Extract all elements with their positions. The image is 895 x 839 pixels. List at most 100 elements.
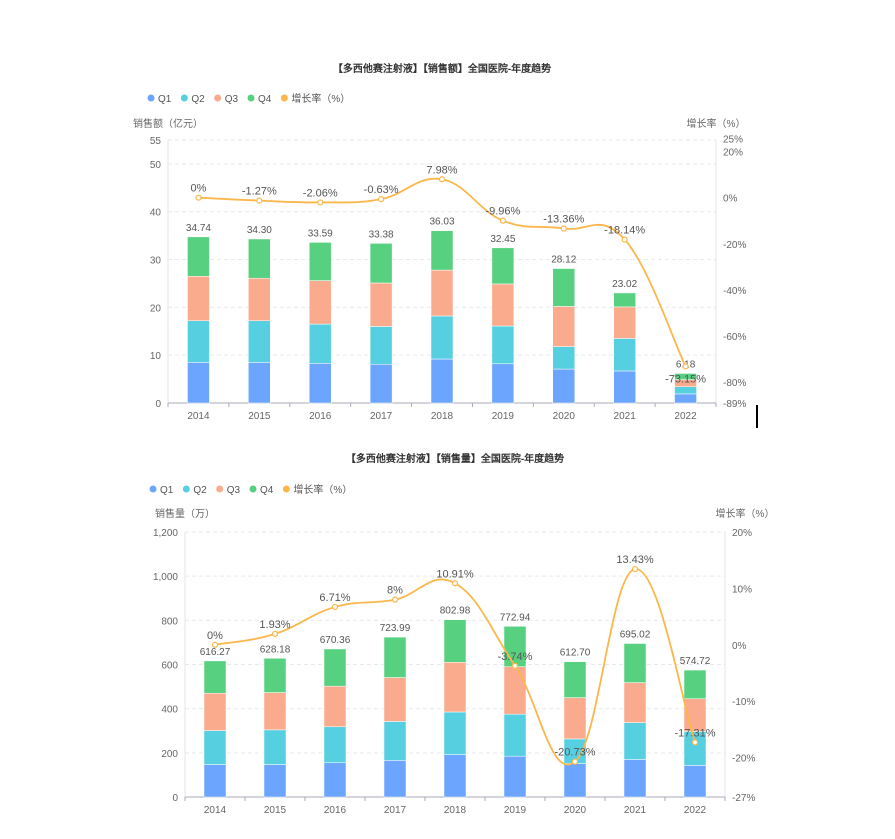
- growth-point: [211, 641, 219, 648]
- legend-item: Q1: [158, 94, 172, 105]
- growth-label: -9.96%: [485, 206, 520, 218]
- growth-point: [391, 596, 399, 603]
- bar-q2: [613, 338, 636, 372]
- growth-point: [195, 194, 202, 201]
- bar-total-label: 616.27: [200, 647, 231, 658]
- bar-q2: [323, 726, 347, 764]
- legend: Q1 Q2 Q3 Q4 增长率（%）: [149, 483, 352, 496]
- x-tick-label: 2020: [553, 411, 576, 422]
- bar-q1: [443, 754, 467, 798]
- bar-q1: [552, 368, 576, 404]
- bar-total-label: 802.98: [440, 606, 471, 617]
- bar-q1: [263, 764, 287, 798]
- y-tick-label: 400: [161, 705, 178, 716]
- legend-item: 增长率（%）: [293, 483, 352, 496]
- growth-label: 13.43%: [616, 554, 654, 566]
- bar-total-label: 28.12: [551, 255, 576, 266]
- y2-tick-label: -27%: [732, 793, 755, 804]
- bar-total-label: 574.72: [680, 656, 711, 667]
- growth-point: [511, 662, 519, 669]
- y2-tick-label: -20%: [723, 240, 746, 251]
- y-tick-label: 50: [150, 160, 162, 171]
- bar-q2: [430, 315, 454, 360]
- bar-total-label: 772.94: [500, 612, 531, 623]
- legend-marker: [280, 94, 288, 102]
- y2-tick-label: -80%: [723, 378, 746, 389]
- y2-tick-label: -40%: [723, 286, 746, 297]
- growth-point: [331, 603, 339, 611]
- bar-q1: [187, 362, 210, 404]
- legend-item: 增长率（%）: [291, 92, 350, 105]
- y2-tick-label: -20%: [732, 754, 755, 765]
- bar-q3: [552, 306, 576, 347]
- y-tick-label: 1,000: [153, 572, 178, 583]
- legend-item: Q4: [258, 94, 272, 105]
- y-tick-label: 0: [155, 399, 161, 410]
- bar-q1: [683, 765, 707, 798]
- y2-tick-label: 20%: [732, 528, 752, 539]
- growth-point: [317, 199, 324, 206]
- bar-q2: [674, 386, 697, 395]
- bar-q4: [683, 669, 707, 699]
- growth-label: 0%: [207, 630, 223, 642]
- bar-q2: [503, 713, 527, 757]
- bar-q2: [187, 320, 210, 363]
- bar-q4: [248, 238, 271, 279]
- y-tick-label: 200: [161, 749, 178, 760]
- text-cursor: [756, 405, 758, 428]
- bar-q1: [248, 362, 271, 404]
- bar-q1: [674, 393, 697, 404]
- bar-q4: [369, 243, 393, 284]
- bar-q3: [491, 283, 515, 327]
- growth-point: [271, 630, 279, 637]
- bar-q2: [248, 320, 271, 363]
- growth-label: 10.91%: [436, 568, 474, 580]
- legend-item: Q4: [260, 485, 274, 496]
- bar-total-label: 32.45: [490, 234, 515, 245]
- x-tick-label: 2015: [248, 411, 271, 422]
- legend-marker: [182, 485, 190, 493]
- bar-q2: [552, 346, 576, 370]
- bar-total-label: 628.18: [260, 644, 291, 655]
- bar-q4: [443, 619, 467, 663]
- bar-q1: [563, 763, 587, 798]
- growth-point: [560, 225, 567, 232]
- y2-tick-label: 0%: [732, 641, 747, 652]
- bar-q2: [308, 323, 332, 364]
- growth-point: [631, 565, 639, 573]
- bar-q4: [674, 373, 697, 380]
- bar-q4: [563, 661, 587, 698]
- legend-marker: [180, 94, 188, 102]
- bar-q1: [369, 364, 393, 404]
- bar-total-label: 34.30: [247, 225, 272, 236]
- bar-q1: [623, 759, 647, 798]
- growth-label: -13.36%: [543, 213, 584, 225]
- bar-q1: [430, 358, 454, 404]
- bar-q1: [203, 764, 227, 798]
- growth-label: -17.31%: [675, 727, 716, 739]
- x-tick-label: 2019: [504, 805, 527, 816]
- bar-q2: [623, 722, 647, 760]
- bar-q3: [623, 682, 647, 723]
- bar-q1: [308, 363, 332, 404]
- bar-q4: [613, 292, 636, 308]
- x-tick-label: 2019: [492, 411, 515, 422]
- y-tick-label: 20: [150, 303, 162, 314]
- bar-q4: [187, 236, 210, 277]
- bar-q2: [203, 730, 227, 765]
- bar-q1: [613, 370, 636, 404]
- x-tick-label: 2014: [187, 411, 210, 422]
- legend-marker: [216, 485, 224, 493]
- y2-tick-label: 25%: [723, 135, 743, 146]
- y2-tick-label: 10%: [732, 584, 752, 595]
- legend-marker: [147, 94, 155, 102]
- bar-total-label: 23.02: [612, 279, 637, 290]
- y-tick-label: 600: [161, 661, 178, 672]
- bar-q4: [263, 658, 287, 693]
- bar-total-label: 34.74: [186, 223, 211, 234]
- growth-point: [621, 236, 628, 243]
- growth-point: [378, 196, 385, 203]
- growth-label: -2.06%: [303, 187, 338, 199]
- growth-label: -73.15%: [665, 373, 706, 385]
- y-axis-title: 销售额（亿元）: [133, 117, 203, 130]
